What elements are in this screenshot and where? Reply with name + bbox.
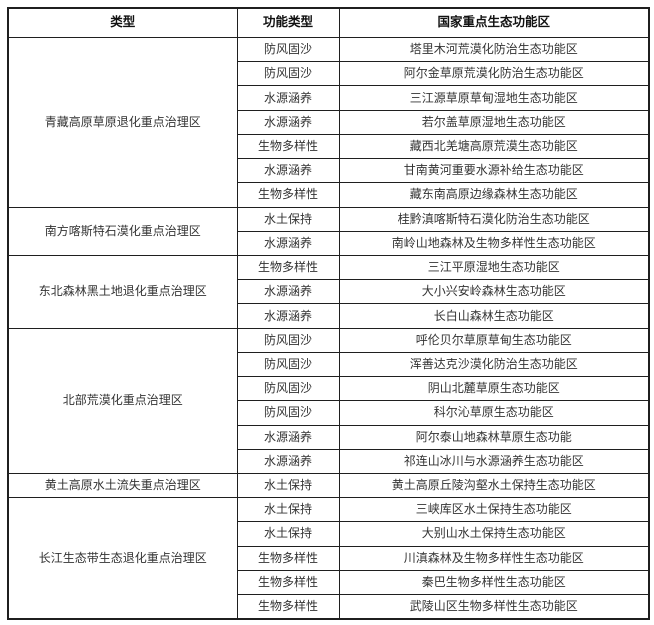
- type-cell: 青藏高原草原退化重点治理区: [7, 37, 238, 208]
- func-type-cell: 生物多样性: [236, 545, 340, 571]
- table-row: 青藏高原草原退化重点治理区 防风固沙 塔里木河荒漠化防治生态功能区: [7, 36, 650, 208]
- zone-cell: 藏西北羌塘高原荒漠生态功能区: [338, 133, 650, 160]
- header-func-type: 功能类型: [236, 7, 340, 38]
- zone-cell: 长白山森林生态功能区: [338, 303, 650, 329]
- table-row: 北部荒漠化重点治理区 防风固沙 呼伦贝尔草原草甸生态功能区: [7, 327, 650, 474]
- table-row: 东北森林黑土地退化重点治理区 生物多样性 三江平原湿地生态功能区: [7, 254, 650, 329]
- func-type-cell: 防风固沙: [236, 36, 340, 63]
- zone-cell: 三峡库区水土保持生态功能区: [338, 497, 650, 523]
- table-row: 防风固沙 浑善达克沙漠化防治生态功能区: [8, 351, 650, 378]
- func-type-cell: 水源涵养: [236, 279, 340, 305]
- func-type-cell: 生物多样性: [236, 569, 340, 596]
- func-type-cell: 水源涵养: [236, 158, 340, 184]
- table-row: 水源涵养 若尔盖草原湿地生态功能区: [8, 109, 650, 135]
- table-row: 水源涵养 南岭山地森林及生物多样性生态功能区: [8, 230, 650, 256]
- table-row: 黄土高原水土流失重点治理区 水土保持 黄土高原丘陵沟壑水土保持生态功能区: [7, 472, 650, 499]
- zone-cell: 黄土高原丘陵沟壑水土保持生态功能区: [338, 472, 650, 499]
- zone-cell: 武陵山区生物多样性生态功能区: [338, 594, 650, 620]
- table-row: 防风固沙 阿尔金草原荒漠化防治生态功能区: [8, 61, 650, 87]
- zone-cell: 若尔盖草原湿地生态功能区: [338, 109, 650, 135]
- table-row: 水源涵养 三江源草原草甸湿地生态功能区: [8, 85, 650, 111]
- func-type-cell: 生物多样性: [236, 182, 340, 208]
- zone-cell: 塔里木河荒漠化防治生态功能区: [338, 36, 650, 63]
- table-row: 生物多样性 藏东南高原边缘森林生态功能区: [8, 182, 650, 208]
- table-row: 生物多样性 藏西北羌塘高原荒漠生态功能区: [8, 133, 650, 160]
- table-row: 生物多样性 武陵山区生物多样性生态功能区: [8, 594, 650, 620]
- table-row: 水源涵养 阿尔泰山地森林草原生态功能: [8, 424, 650, 450]
- func-type-cell: 水源涵养: [236, 230, 340, 256]
- zone-cell: 大别山水土保持生态功能区: [338, 521, 650, 547]
- zone-cell: 祁连山冰川与水源涵养生态功能区: [338, 448, 650, 474]
- zone-cell: 阿尔金草原荒漠化防治生态功能区: [338, 61, 650, 87]
- func-type-cell: 水源涵养: [236, 85, 340, 111]
- type-cell: 东北森林黑土地退化重点治理区: [7, 254, 238, 329]
- header-row: 类型 功能类型 国家重点生态功能区: [7, 7, 650, 38]
- zone-cell: 川滇森林及生物多样性生态功能区: [338, 545, 650, 571]
- table-row: 防风固沙 科尔沁草原生态功能区: [8, 400, 650, 426]
- func-type-cell: 水土保持: [236, 206, 340, 232]
- zone-cell: 阿尔泰山地森林草原生态功能: [338, 424, 650, 450]
- func-type-cell: 防风固沙: [236, 327, 340, 353]
- table-row: 水源涵养 大小兴安岭森林生态功能区: [8, 279, 650, 305]
- table-row: 生物多样性 川滇森林及生物多样性生态功能区: [8, 545, 650, 571]
- zone-cell: 南岭山地森林及生物多样性生态功能区: [338, 230, 650, 256]
- func-type-cell: 防风固沙: [236, 351, 340, 378]
- func-type-cell: 生物多样性: [236, 133, 340, 160]
- func-type-cell: 水土保持: [236, 472, 340, 499]
- type-cell: 黄土高原水土流失重点治理区: [7, 472, 238, 499]
- zone-cell: 三江平原湿地生态功能区: [338, 254, 650, 281]
- type-cell: 北部荒漠化重点治理区: [7, 327, 238, 474]
- type-cell: 长江生态带生态退化重点治理区: [7, 497, 238, 620]
- table-row: 水土保持 大别山水土保持生态功能区: [8, 521, 650, 547]
- type-cell: 南方喀斯特石漠化重点治理区: [7, 206, 238, 256]
- func-type-cell: 水土保持: [236, 497, 340, 523]
- zone-cell: 阴山北麓草原生态功能区: [338, 376, 650, 402]
- zone-cell: 大小兴安岭森林生态功能区: [338, 279, 650, 305]
- eco-function-zones-table: 类型 功能类型 国家重点生态功能区 青藏高原草原退化重点治理区 防风固沙 塔里木…: [7, 7, 650, 620]
- func-type-cell: 防风固沙: [236, 61, 340, 87]
- func-type-cell: 水源涵养: [236, 303, 340, 329]
- func-type-cell: 防风固沙: [236, 400, 340, 426]
- func-type-cell: 生物多样性: [236, 254, 340, 281]
- func-type-cell: 水土保持: [236, 521, 340, 547]
- func-type-cell: 水源涵养: [236, 448, 340, 474]
- func-type-cell: 防风固沙: [236, 376, 340, 402]
- zone-cell: 科尔沁草原生态功能区: [338, 400, 650, 426]
- header-zone: 国家重点生态功能区: [338, 7, 650, 38]
- func-type-cell: 水源涵养: [236, 109, 340, 135]
- func-type-cell: 生物多样性: [236, 594, 340, 620]
- zone-cell: 浑善达克沙漠化防治生态功能区: [338, 351, 650, 378]
- zone-cell: 藏东南高原边缘森林生态功能区: [338, 182, 650, 208]
- func-type-cell: 水源涵养: [236, 424, 340, 450]
- zone-cell: 呼伦贝尔草原草甸生态功能区: [338, 327, 650, 353]
- table-row: 水源涵养 祁连山冰川与水源涵养生态功能区: [8, 448, 650, 474]
- header-type: 类型: [7, 7, 238, 38]
- zone-cell: 甘南黄河重要水源补给生态功能区: [338, 158, 650, 184]
- table-row: 水源涵养 甘南黄河重要水源补给生态功能区: [8, 158, 650, 184]
- table-row: 南方喀斯特石漠化重点治理区 水土保持 桂黔滇喀斯特石漠化防治生态功能区: [7, 206, 650, 256]
- table-row: 长江生态带生态退化重点治理区 水土保持 三峡库区水土保持生态功能区: [7, 497, 650, 620]
- zone-cell: 秦巴生物多样性生态功能区: [338, 569, 650, 596]
- zone-cell: 桂黔滇喀斯特石漠化防治生态功能区: [338, 206, 650, 232]
- zone-cell: 三江源草原草甸湿地生态功能区: [338, 85, 650, 111]
